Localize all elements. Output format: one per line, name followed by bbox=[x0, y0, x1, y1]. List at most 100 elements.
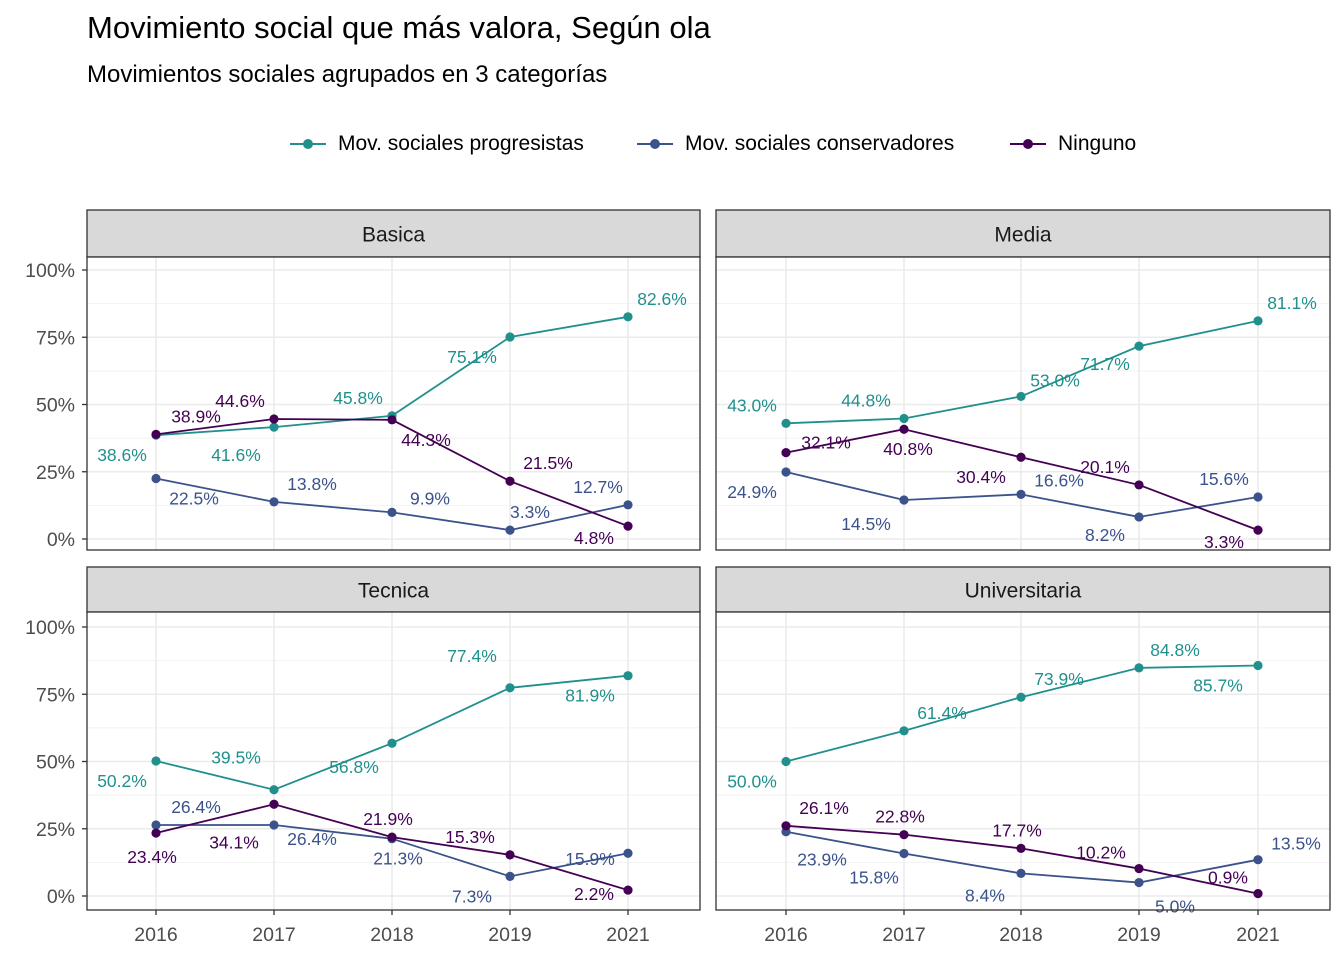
data-label-ninguno: 34.1% bbox=[209, 832, 259, 852]
legend: Mov. sociales progresistas Mov. sociales… bbox=[0, 126, 1344, 162]
data-point-mov-sociales-conservadores bbox=[505, 871, 515, 881]
data-label-ninguno: 44.6% bbox=[215, 391, 265, 411]
data-label-mov-sociales-progresistas: 50.0% bbox=[727, 772, 777, 792]
data-label-ninguno: 15.3% bbox=[445, 827, 495, 847]
panel-border-universitaria bbox=[715, 611, 1331, 911]
x-tick-label: 2016 bbox=[764, 924, 807, 946]
data-point-mov-sociales-progresistas bbox=[1016, 391, 1026, 402]
data-point-mov-sociales-conservadores bbox=[1016, 868, 1026, 879]
data-label-mov-sociales-progresistas: 71.7% bbox=[1080, 354, 1130, 374]
legend-key-conservadores bbox=[637, 139, 673, 149]
data-point-mov-sociales-progresistas bbox=[387, 738, 397, 748]
x-tick-label: 2019 bbox=[488, 924, 531, 946]
data-label-mov-sociales-conservadores: 8.4% bbox=[965, 885, 1005, 905]
data-label-mov-sociales-progresistas: 81.9% bbox=[565, 686, 615, 706]
data-label-mov-sociales-conservadores: 16.6% bbox=[1034, 470, 1084, 490]
data-label-ninguno: 0.9% bbox=[1208, 868, 1248, 888]
plot-area-media bbox=[716, 257, 1330, 550]
data-label-mov-sociales-conservadores: 5.0% bbox=[1155, 897, 1195, 917]
data-label-mov-sociales-conservadores: 15.9% bbox=[565, 849, 615, 869]
x-tick-label: 2021 bbox=[1236, 924, 1279, 946]
data-label-mov-sociales-progresistas: 41.6% bbox=[211, 445, 261, 465]
data-label-ninguno: 10.2% bbox=[1076, 843, 1126, 863]
data-point-mov-sociales-conservadores bbox=[899, 495, 909, 505]
data-point-ninguno bbox=[623, 885, 633, 895]
data-label-mov-sociales-conservadores: 26.4% bbox=[287, 829, 337, 849]
data-label-mov-sociales-progresistas: 85.7% bbox=[1193, 675, 1243, 695]
data-label-ninguno: 3.3% bbox=[1204, 532, 1244, 552]
data-label-ninguno: 38.9% bbox=[171, 406, 221, 426]
legend-item-conservadores: Mov. sociales conservadores bbox=[635, 126, 954, 162]
panel-strip-basica bbox=[86, 209, 701, 258]
data-point-ninguno bbox=[505, 476, 515, 486]
data-point-mov-sociales-conservadores bbox=[151, 820, 161, 830]
data-point-mov-sociales-progresistas bbox=[1253, 316, 1263, 326]
legend-item-ninguno: Ninguno bbox=[1008, 126, 1136, 162]
panel-strip-universitaria bbox=[715, 566, 1331, 613]
data-point-mov-sociales-progresistas bbox=[899, 413, 909, 424]
data-label-ninguno: 44.3% bbox=[401, 430, 451, 450]
x-tick-label: 2017 bbox=[882, 924, 925, 946]
y-tick-label: 25% bbox=[36, 819, 75, 841]
data-label-mov-sociales-conservadores: 21.3% bbox=[373, 849, 423, 869]
data-point-mov-sociales-conservadores bbox=[1134, 877, 1144, 888]
data-label-ninguno: 21.5% bbox=[523, 453, 573, 473]
data-point-mov-sociales-conservadores bbox=[269, 497, 279, 507]
data-label-mov-sociales-progresistas: 77.4% bbox=[447, 646, 497, 666]
panel-strip-label-tecnica: Tecnica bbox=[358, 580, 430, 603]
data-label-mov-sociales-progresistas: 43.0% bbox=[727, 395, 777, 415]
data-point-mov-sociales-progresistas bbox=[505, 683, 515, 693]
data-point-mov-sociales-conservadores bbox=[899, 848, 909, 859]
data-point-ninguno bbox=[387, 415, 397, 425]
data-point-mov-sociales-progresistas bbox=[781, 418, 791, 428]
data-label-mov-sociales-progresistas: 73.9% bbox=[1034, 669, 1084, 689]
panel-strip-label-universitaria: Universitaria bbox=[965, 580, 1082, 603]
data-label-ninguno: 22.8% bbox=[875, 807, 925, 827]
data-point-ninguno bbox=[269, 799, 279, 809]
data-point-mov-sociales-conservadores bbox=[1253, 855, 1263, 865]
data-point-ninguno bbox=[1016, 452, 1026, 462]
data-point-mov-sociales-progresistas bbox=[1134, 663, 1144, 673]
panel-border-media bbox=[715, 256, 1331, 551]
data-point-mov-sociales-conservadores bbox=[387, 507, 397, 517]
data-point-mov-sociales-progresistas bbox=[269, 785, 279, 795]
data-label-mov-sociales-progresistas: 44.8% bbox=[841, 390, 891, 410]
data-point-ninguno bbox=[151, 828, 161, 838]
data-point-mov-sociales-conservadores bbox=[269, 820, 279, 830]
x-tick-label: 2016 bbox=[134, 924, 177, 946]
data-label-ninguno: 21.9% bbox=[363, 809, 413, 829]
legend-key-progresistas bbox=[290, 139, 326, 149]
y-tick-label: 75% bbox=[36, 327, 75, 349]
panel-strip-label-basica: Basica bbox=[362, 224, 425, 247]
data-label-ninguno: 23.4% bbox=[127, 847, 177, 867]
data-label-mov-sociales-conservadores: 7.3% bbox=[452, 886, 492, 906]
y-tick-label: 25% bbox=[36, 462, 75, 484]
data-point-ninguno bbox=[1134, 480, 1144, 490]
data-point-mov-sociales-conservadores bbox=[1134, 512, 1144, 522]
data-label-mov-sociales-conservadores: 13.5% bbox=[1271, 834, 1321, 854]
data-point-mov-sociales-conservadores bbox=[1253, 492, 1263, 502]
data-label-mov-sociales-progresistas: 56.8% bbox=[329, 757, 379, 777]
data-label-mov-sociales-conservadores: 12.7% bbox=[573, 477, 623, 497]
data-label-mov-sociales-conservadores: 14.5% bbox=[841, 514, 891, 534]
data-label-mov-sociales-progresistas: 38.6% bbox=[97, 445, 147, 465]
data-point-ninguno bbox=[899, 424, 909, 434]
legend-key-ninguno bbox=[1010, 139, 1046, 149]
legend-item-progresistas: Mov. sociales progresistas bbox=[288, 126, 584, 162]
legend-label-ninguno: Ninguno bbox=[1058, 132, 1137, 155]
data-label-mov-sociales-progresistas: 84.8% bbox=[1150, 640, 1200, 660]
panel-border-basica bbox=[86, 256, 701, 551]
data-point-mov-sociales-progresistas bbox=[781, 756, 791, 767]
data-label-mov-sociales-conservadores: 26.4% bbox=[171, 797, 221, 817]
data-point-ninguno bbox=[151, 429, 161, 439]
data-point-ninguno bbox=[1134, 863, 1144, 874]
legend-label-progresistas: Mov. sociales progresistas bbox=[338, 132, 584, 155]
data-point-ninguno bbox=[269, 414, 279, 424]
y-tick-label: 50% bbox=[36, 752, 75, 774]
data-point-ninguno bbox=[899, 830, 909, 840]
data-label-ninguno: 32.1% bbox=[801, 433, 851, 453]
data-point-ninguno bbox=[1016, 843, 1026, 853]
data-label-mov-sociales-progresistas: 81.1% bbox=[1267, 293, 1317, 313]
data-label-ninguno: 30.4% bbox=[956, 467, 1006, 487]
